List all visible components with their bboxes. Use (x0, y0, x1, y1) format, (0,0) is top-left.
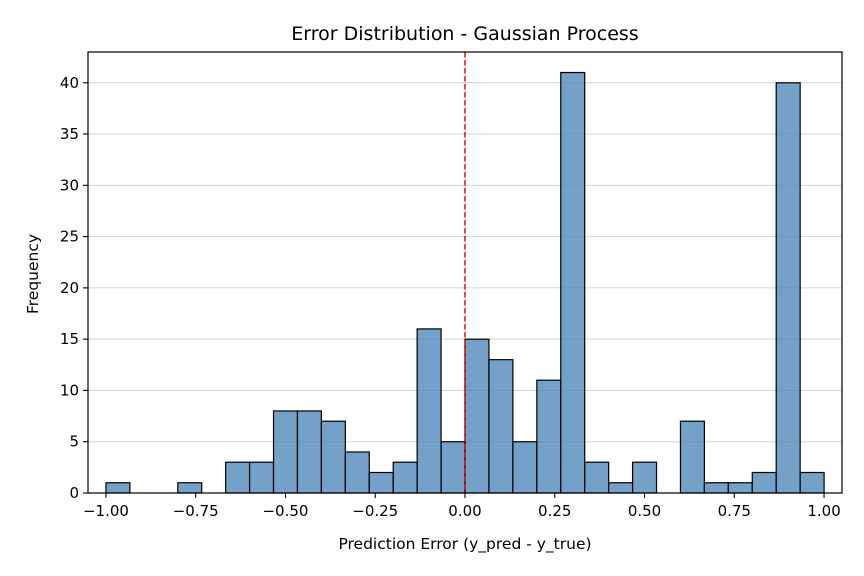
x-tick-label-0: −1.00 (83, 502, 129, 520)
histogram-bar-15 (464, 338, 490, 494)
x-tick-label-1: −0.75 (173, 502, 219, 520)
histogram-bar-21 (608, 482, 634, 494)
histogram-bar-5 (225, 461, 251, 494)
histogram-bar-19 (560, 71, 586, 494)
x-axis-label: Prediction Error (y_pred - y_true) (338, 535, 591, 554)
x-tick-label-4: 0.00 (448, 502, 481, 520)
y-tick-label-2: 10 (60, 381, 79, 399)
chart-title: Error Distribution - Gaussian Process (291, 23, 638, 45)
histogram-bar-0 (105, 482, 131, 494)
y-tick-label-6: 30 (60, 176, 79, 194)
histogram-bar-26 (727, 482, 753, 494)
y-tick-label-0: 0 (69, 484, 79, 502)
histogram-bar-6 (248, 461, 275, 494)
histogram-bar-24 (679, 420, 705, 494)
histogram-bar-18 (536, 379, 562, 494)
histogram-bar-10 (344, 451, 370, 494)
histogram-bar-16 (488, 359, 514, 494)
x-tick-label-7: 0.75 (718, 502, 751, 520)
x-tick-label-8: 1.00 (807, 502, 840, 520)
x-tick-label-3: −0.25 (352, 502, 398, 520)
histogram-bar-3 (177, 482, 203, 494)
y-tick-label-3: 15 (60, 330, 79, 348)
histogram-bars (105, 71, 825, 494)
histogram-bar-13 (416, 328, 442, 494)
x-tick-label-5: 0.25 (538, 502, 571, 520)
histogram-bar-14 (440, 441, 466, 494)
histogram-bar-17 (512, 441, 538, 494)
y-tick-label-5: 25 (60, 228, 79, 246)
histogram-bar-22 (631, 461, 658, 494)
y-tick-label-8: 40 (60, 74, 79, 92)
histogram-bar-7 (272, 410, 299, 494)
histogram-bar-8 (296, 410, 322, 494)
y-axis-label: Frequency (24, 234, 42, 314)
x-tick-label-2: −0.50 (262, 502, 308, 520)
y-axis-ticks: 0 5 10 15 20 25 30 35 40 (60, 74, 88, 502)
y-tick-label-4: 20 (60, 279, 79, 297)
histogram-bar-20 (584, 461, 610, 494)
x-tick-label-6: 0.50 (628, 502, 661, 520)
histogram-bar-28 (775, 82, 801, 494)
histogram-bar-12 (392, 461, 418, 494)
histogram-bar-29 (799, 471, 825, 494)
y-tick-label-7: 35 (60, 125, 79, 143)
histogram-bar-25 (703, 482, 729, 494)
histogram-bar-27 (751, 471, 777, 494)
y-tick-label-1: 5 (69, 433, 79, 451)
x-axis-ticks: −1.00 −0.75 −0.50 −0.25 0.00 0.25 0.50 0.75 1.00 (83, 493, 841, 520)
histogram-bar-11 (368, 471, 394, 494)
histogram-bar-9 (320, 420, 346, 494)
